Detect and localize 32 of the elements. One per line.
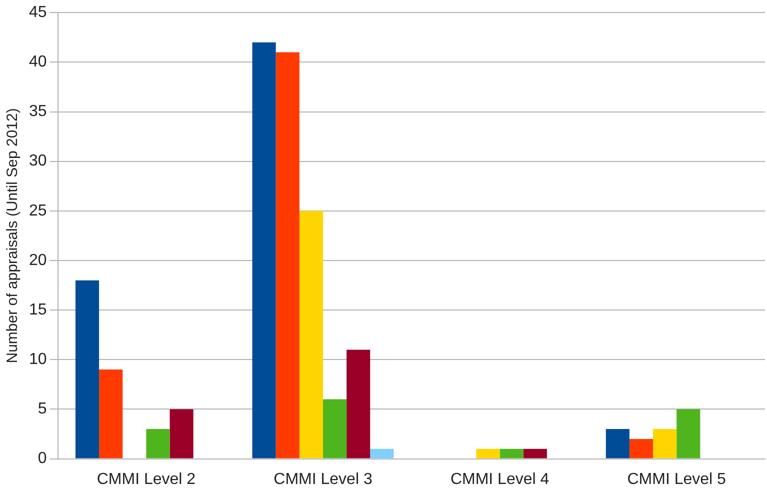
y-tick-label: 5 [38,400,47,418]
bar [653,429,677,458]
x-tick-label: CMMI Level 3 [274,470,372,488]
x-tick-label: CMMI Level 2 [96,470,196,488]
bar [276,52,300,458]
y-axis-title: Number of appraisals (Until Sep 2012) [4,108,22,364]
y-tick-label: 15 [29,301,47,318]
bar [75,280,100,458]
bar [500,448,524,458]
bar [606,429,630,458]
y-tick-label: 25 [29,202,47,220]
bar [323,399,347,458]
bar [170,409,194,458]
y-tick-label: 45 [29,4,47,22]
x-tick-label: CMMI Level 5 [627,470,726,488]
bar [252,42,276,458]
bar [523,448,547,458]
bar [146,429,170,458]
x-tick-label: CMMI Level 4 [450,470,550,488]
y-tick-label: 35 [29,103,47,120]
y-tick-label: 10 [29,351,47,368]
y-tick-label: 30 [29,152,47,170]
bar [629,438,654,458]
bar [476,448,500,458]
bar [99,370,123,458]
bar [676,409,700,458]
y-tick-label: 40 [29,54,47,71]
bar [299,210,323,458]
y-tick-label: 0 [38,450,47,468]
bar [346,350,370,458]
y-tick-label: 20 [29,252,47,269]
bar [370,448,394,458]
